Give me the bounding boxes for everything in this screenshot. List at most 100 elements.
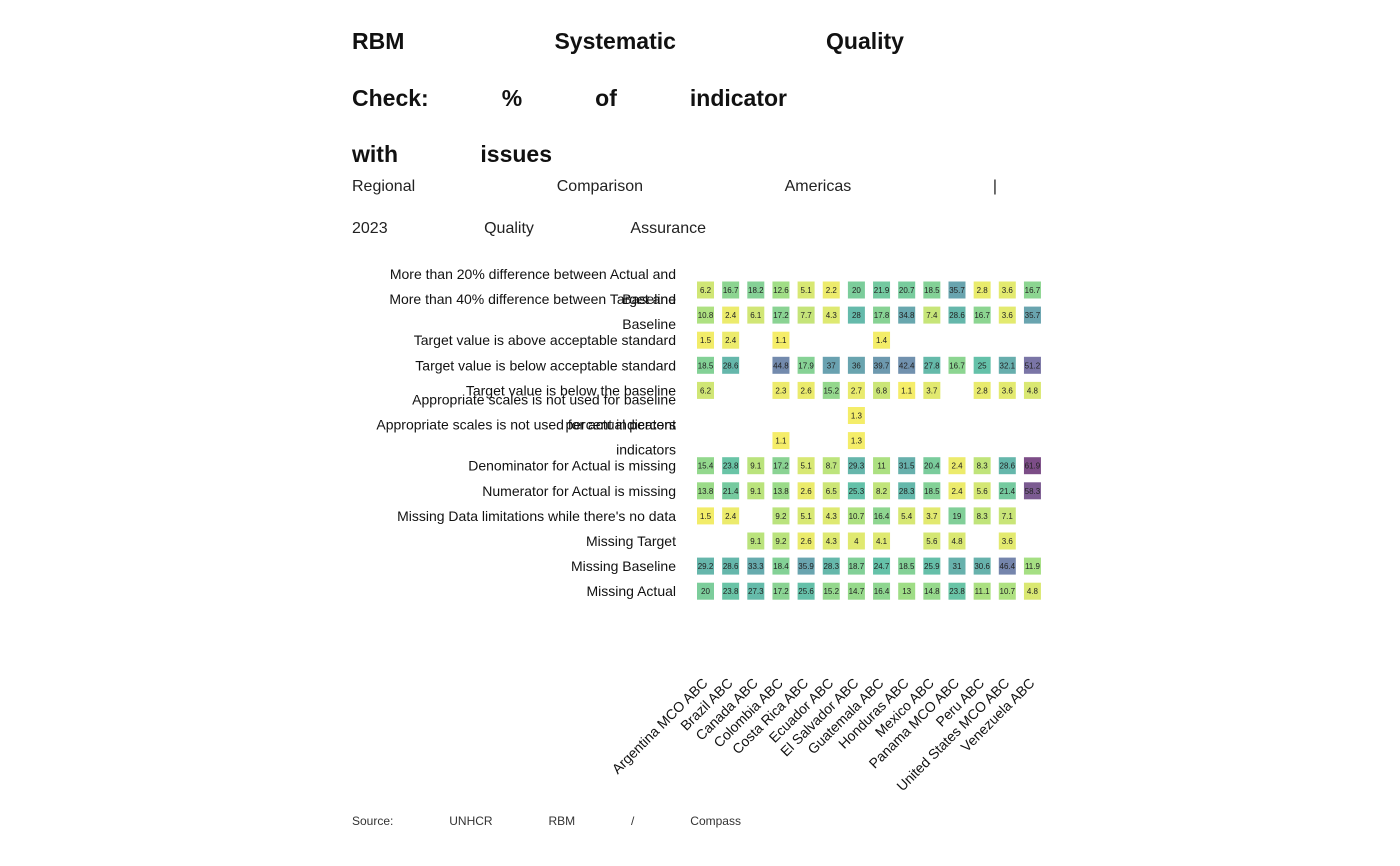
heatmap-cell <box>797 281 815 299</box>
cell-value-label: 5.1 <box>801 462 813 471</box>
cell-value-label: 16.7 <box>974 311 990 320</box>
heatmap-cell <box>772 381 790 399</box>
heatmap-cell <box>747 532 765 550</box>
cell-value-label: 3.7 <box>926 386 938 395</box>
cell-value-label: 31.5 <box>899 462 915 471</box>
heatmap-cell <box>898 457 916 475</box>
cell-value-label: 2.6 <box>801 537 813 546</box>
heatmap-cell <box>747 482 765 500</box>
heatmap-cell <box>822 356 840 374</box>
cell-value-label: 27.8 <box>924 361 940 370</box>
heatmap-cell <box>722 582 740 600</box>
heatmap-cell <box>998 582 1016 600</box>
cell-value-label: 2.4 <box>951 487 963 496</box>
cell-value-label: 35.7 <box>1025 311 1041 320</box>
heatmap-cell <box>1023 281 1041 299</box>
row-label: Numerator for Actual is missing <box>482 483 676 499</box>
row-label-line: Missing Actual <box>587 583 676 599</box>
heatmap-cell <box>772 306 790 324</box>
heatmap-cell <box>948 582 966 600</box>
heatmap-cell <box>1023 482 1041 500</box>
subtitle-word: Regional <box>352 178 416 195</box>
heatmap-cell <box>797 557 815 575</box>
heatmap-cell <box>1023 457 1041 475</box>
heatmap-cell <box>898 482 916 500</box>
heatmap-cell <box>998 482 1016 500</box>
title-word: Check: <box>352 85 429 111</box>
title-word: RBM <box>352 28 405 54</box>
heatmap-cell <box>822 457 840 475</box>
cell-value-label: 1.1 <box>775 336 787 345</box>
heatmap-cell <box>822 532 840 550</box>
cell-value-label: 17.2 <box>773 311 789 320</box>
heatmap-cell <box>1023 306 1041 324</box>
cell-value-label: 11.1 <box>975 587 991 596</box>
cell-value-label: 17.2 <box>773 462 789 471</box>
cell-value-label: 2.4 <box>951 462 963 471</box>
row-label-line: Missing Baseline <box>571 558 676 574</box>
heatmap-cell <box>822 557 840 575</box>
cell-value-label: 9.1 <box>750 487 762 496</box>
heatmap-cell <box>973 482 991 500</box>
cell-value-label: 21.4 <box>723 487 739 496</box>
cell-value-label: 25.9 <box>924 562 940 571</box>
cell-value-label: 10.8 <box>698 311 714 320</box>
heatmap-cell <box>697 507 714 525</box>
cell-value-label: 13.8 <box>773 487 789 496</box>
heatmap-cell <box>873 557 891 575</box>
heatmap-cell <box>948 532 966 550</box>
cell-value-label: 2.3 <box>775 386 787 395</box>
cell-value-label: 4.3 <box>826 537 838 546</box>
cell-value-label: 1.1 <box>901 386 913 395</box>
heatmap-cell <box>898 381 916 399</box>
heatmap-cell <box>873 507 891 525</box>
cell-value-label: 18.4 <box>773 562 789 571</box>
heatmap-cell <box>873 532 891 550</box>
heatmap-cell <box>697 482 714 500</box>
subtitle-word: Assurance <box>630 220 706 237</box>
cell-value-label: 25.3 <box>849 487 865 496</box>
heatmap-cell <box>1023 582 1041 600</box>
heatmap-cell <box>772 532 790 550</box>
heatmap-cell <box>847 306 865 324</box>
heatmap-cell <box>923 457 941 475</box>
row-label-line: More than 40% difference between Target … <box>389 291 676 307</box>
row-label-line: Numerator for Actual is missing <box>482 483 676 499</box>
row-label-line: Missing Data limitations while there's n… <box>397 508 676 524</box>
heatmap-cell <box>772 507 790 525</box>
heatmap-cell <box>697 582 714 600</box>
heatmap-cell <box>1023 381 1041 399</box>
cell-value-label: 5.6 <box>926 537 938 546</box>
cell-value-label: 7.4 <box>926 311 938 320</box>
heatmap-cell <box>973 381 991 399</box>
cell-value-label: 10.7 <box>849 512 865 521</box>
row-label-line: Baseline <box>622 316 676 332</box>
heatmap-cell <box>747 457 765 475</box>
heatmap-cell <box>973 507 991 525</box>
cell-value-label: 11 <box>877 462 886 471</box>
heatmap-cell <box>923 582 941 600</box>
heatmap-cell <box>722 331 740 349</box>
cell-value-label: 28.3 <box>899 487 915 496</box>
title-word: % <box>501 85 523 111</box>
source-word: Compass <box>690 814 741 828</box>
heatmap-cell <box>722 356 740 374</box>
heatmap-cell <box>973 281 991 299</box>
cell-value-label: 17.8 <box>874 311 890 320</box>
chart-title-line-2: Check: % of indicator <box>352 85 787 112</box>
heatmap-cell <box>697 356 714 374</box>
cell-value-label: 16.4 <box>874 587 890 596</box>
row-label: Denominator for Actual is missing <box>468 458 676 474</box>
heatmap-cell <box>847 507 865 525</box>
cell-value-label: 20.4 <box>924 462 940 471</box>
cell-value-label: 35.7 <box>949 286 965 295</box>
heatmap-cell <box>998 381 1016 399</box>
cell-value-label: 14.7 <box>849 587 865 596</box>
row-label: Missing Baseline <box>571 558 676 574</box>
heatmap-cell <box>998 306 1016 324</box>
source-word: UNHCR <box>449 814 493 828</box>
cell-value-label: 35.9 <box>798 562 814 571</box>
cell-value-label: 13 <box>902 587 911 596</box>
cell-value-label: 18.5 <box>698 361 714 370</box>
cell-value-label: 39.7 <box>874 361 890 370</box>
